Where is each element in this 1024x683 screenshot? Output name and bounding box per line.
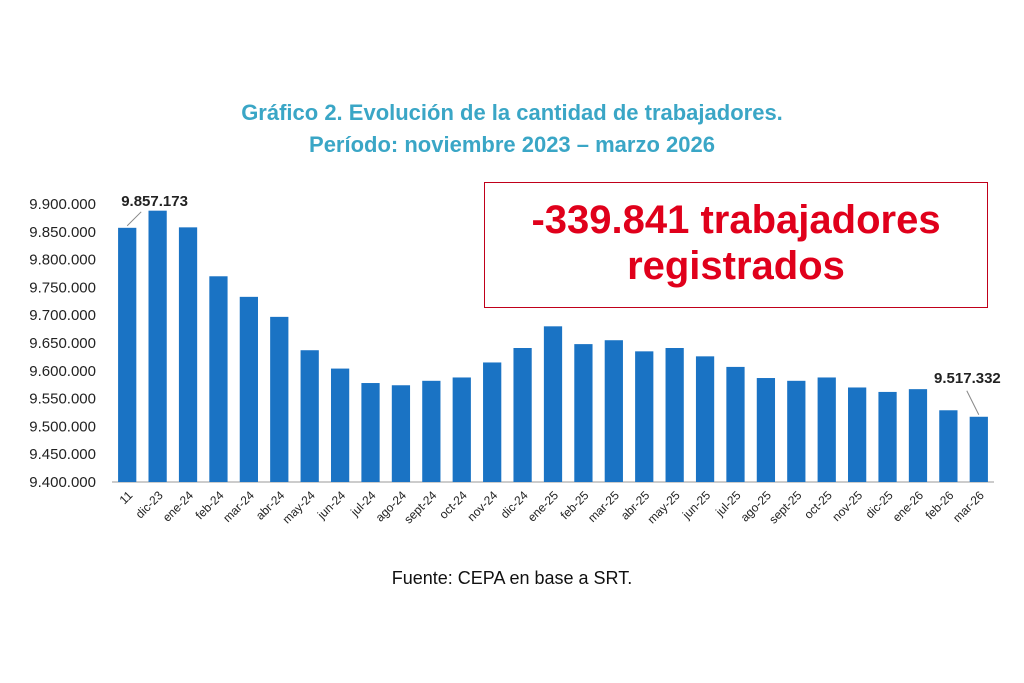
callout-box: -339.841 trabajadores registrados — [484, 182, 988, 308]
x-tick-label: sept-24 — [401, 488, 439, 526]
y-tick-label: 9.850.000 — [29, 224, 96, 241]
x-tick-label: jun-25 — [679, 488, 713, 522]
annotation-label: 9.517.332 — [934, 370, 1001, 387]
callout-line-2: registrados — [627, 244, 845, 288]
bar — [148, 210, 167, 482]
x-tick-label: nov-25 — [829, 488, 865, 524]
bar — [118, 227, 137, 482]
bar — [817, 377, 836, 482]
x-tick-label: sept-25 — [766, 488, 804, 526]
bar — [361, 383, 380, 482]
bar — [543, 326, 563, 482]
x-tick-label: oct-25 — [801, 488, 835, 522]
bar — [604, 340, 623, 482]
bar — [452, 377, 471, 482]
bar — [939, 410, 958, 482]
y-tick-label: 9.700.000 — [29, 307, 96, 324]
bar — [635, 351, 654, 482]
bar — [513, 348, 532, 482]
x-tick-label: may-25 — [645, 488, 683, 526]
bar — [908, 389, 928, 482]
bar — [969, 416, 988, 482]
y-tick-label: 9.650.000 — [29, 335, 96, 352]
y-tick-label: 9.900.000 — [29, 196, 96, 213]
source-note: Fuente: CEPA en base a SRT. — [391, 568, 633, 588]
x-tick-label: nov-24 — [464, 488, 500, 524]
x-tick-label: ene-25 — [525, 488, 562, 525]
chart-title: Gráfico 2. Evolución de la cantidad de t… — [241, 100, 783, 125]
bar — [574, 344, 593, 482]
y-tick-label: 9.550.000 — [29, 391, 96, 408]
bar — [239, 296, 258, 482]
x-tick-label: 11 — [117, 488, 136, 507]
bar — [209, 276, 228, 482]
bar — [787, 380, 806, 482]
y-tick-label: 9.500.000 — [29, 418, 96, 435]
bar — [878, 391, 897, 482]
x-tick-label: jun-24 — [314, 488, 348, 522]
y-tick-label: 9.400.000 — [29, 474, 96, 491]
bar — [391, 385, 411, 482]
y-tick-label: 9.450.000 — [29, 446, 96, 463]
chart-subtitle: Período: noviembre 2023 – marzo 2026 — [309, 132, 715, 157]
bar — [330, 368, 350, 482]
x-tick-label: ene-24 — [160, 488, 197, 525]
bar — [178, 227, 198, 482]
bar — [665, 348, 684, 482]
x-tick-label: mar-26 — [950, 488, 987, 525]
bar — [695, 356, 715, 482]
x-tick-label: ene-26 — [890, 488, 927, 525]
callout-line-1: -339.841 trabajadores — [531, 198, 941, 242]
bar — [300, 350, 319, 482]
bar — [756, 378, 776, 482]
annotation-leader-line — [126, 211, 142, 227]
bar — [270, 316, 289, 482]
x-tick-label: may-24 — [280, 488, 318, 526]
bar — [422, 380, 441, 482]
y-tick-label: 9.800.000 — [29, 252, 96, 269]
x-tick-label: mar-25 — [585, 488, 622, 525]
annotation-leader-line — [966, 390, 980, 415]
bar — [483, 362, 502, 482]
y-tick-label: 9.600.000 — [29, 363, 96, 380]
x-tick-label: oct-24 — [436, 488, 470, 522]
bar — [726, 366, 745, 482]
bar — [848, 387, 867, 482]
annotation-label: 9.857.173 — [121, 193, 188, 210]
y-tick-label: 9.750.000 — [29, 279, 96, 296]
x-tick-label: mar-24 — [220, 488, 257, 525]
